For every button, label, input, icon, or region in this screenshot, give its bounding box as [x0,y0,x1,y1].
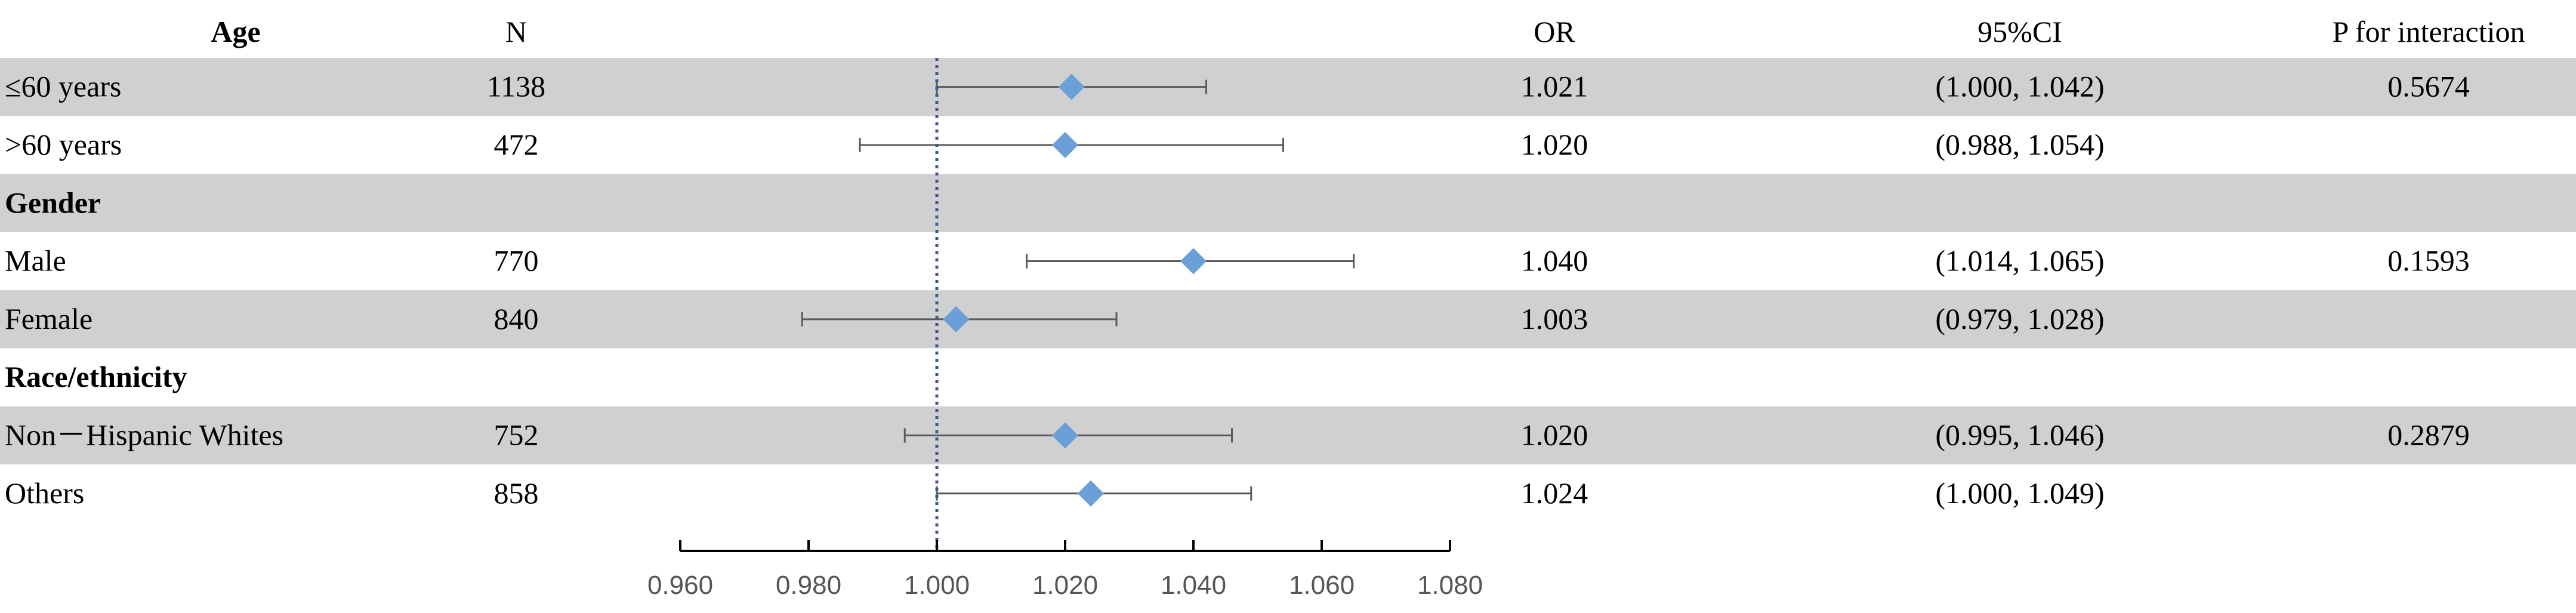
row-or: 1.020 [1521,418,1588,451]
x-tick-label: 1.080 [1417,571,1483,600]
or-point [1058,73,1085,100]
row-label: Race/ethnicity [5,360,187,393]
subgroup-heading: Race/ethnicity [5,360,187,393]
row-ci: (0.995, 1.046) [1935,418,2104,451]
or-point [943,306,970,332]
table-row: Male 770 1.040 (1.014, 1.065) 0.1593 [5,244,2470,278]
row-or: 1.003 [1521,302,1588,335]
row-p-interaction: 0.2879 [2387,418,2470,451]
table-header: Age N OR 95%CI P for interaction [211,15,2525,48]
row-label: Non－Hispanic Whites [5,418,283,451]
row-n: 752 [494,418,539,451]
subgroup-heading: Gender [5,186,101,219]
row-n: 770 [494,244,539,278]
row-n: 1138 [487,70,545,103]
header-p: P for interaction [2332,15,2525,48]
table-row: Female 840 1.003 (0.979, 1.028) [5,302,2105,335]
header-group: Age [211,15,260,48]
row-label: Female [5,302,92,335]
or-point [1078,480,1104,507]
row-ci: (0.979, 1.028) [1935,302,2104,335]
row-band [0,174,2576,232]
table-row: Non－Hispanic Whites 752 1.020 (0.995, 1.046… [5,418,2470,451]
row-or: 1.024 [1521,476,1588,510]
or-point [1052,422,1078,449]
x-tick-label: 1.000 [904,571,970,600]
x-tick-label: 1.040 [1161,571,1226,600]
table-row: >60 years 472 1.020 (0.988, 1.054) [5,128,2105,161]
plot-area [801,58,1355,551]
row-n: 472 [494,128,539,161]
row-label: Others [5,476,84,510]
row-or: 1.020 [1521,128,1588,161]
row-label: Male [5,244,66,278]
row-ci: (0.988, 1.054) [1935,128,2104,161]
table-row: ≤60 years 1138 1.021 (1.000, 1.042) 0.5674 [5,70,2470,103]
row-band [0,58,2576,116]
row-or: 1.021 [1521,70,1588,103]
header-or: OR [1534,15,1575,48]
table-row: Others 858 1.024 (1.000, 1.049) [5,476,2105,510]
row-ci: (1.014, 1.065) [1935,244,2104,278]
x-tick-label: 1.060 [1289,571,1355,600]
row-label: Gender [5,186,101,219]
row-ci: (1.000, 1.042) [1935,70,2104,103]
row-band [0,406,2576,465]
header-n: N [505,15,527,48]
x-axis: 0.960 0.980 1.000 1.020 1.040 1.060 1.080 [647,540,1483,600]
or-point [1052,131,1078,158]
row-ci: (1.000, 1.049) [1935,476,2104,510]
row-label: ≤60 years [5,70,121,103]
row-band [0,290,2576,349]
or-point [1180,248,1207,275]
x-tick-label: 0.960 [647,571,713,600]
row-or: 1.040 [1521,244,1588,278]
row-p-interaction: 0.1593 [2387,244,2470,278]
row-n: 840 [494,302,539,335]
row-label: >60 years [5,128,122,161]
row-p-interaction: 0.5674 [2387,70,2470,103]
header-ci: 95%CI [1977,15,2062,48]
row-bands [0,58,2576,465]
x-tick-label: 0.980 [776,571,841,600]
row-n: 858 [494,476,539,510]
x-tick-label: 1.020 [1032,571,1098,600]
table-rows: ≤60 years 1138 1.021 (1.000, 1.042) 0.5674 >6… [5,70,2470,510]
